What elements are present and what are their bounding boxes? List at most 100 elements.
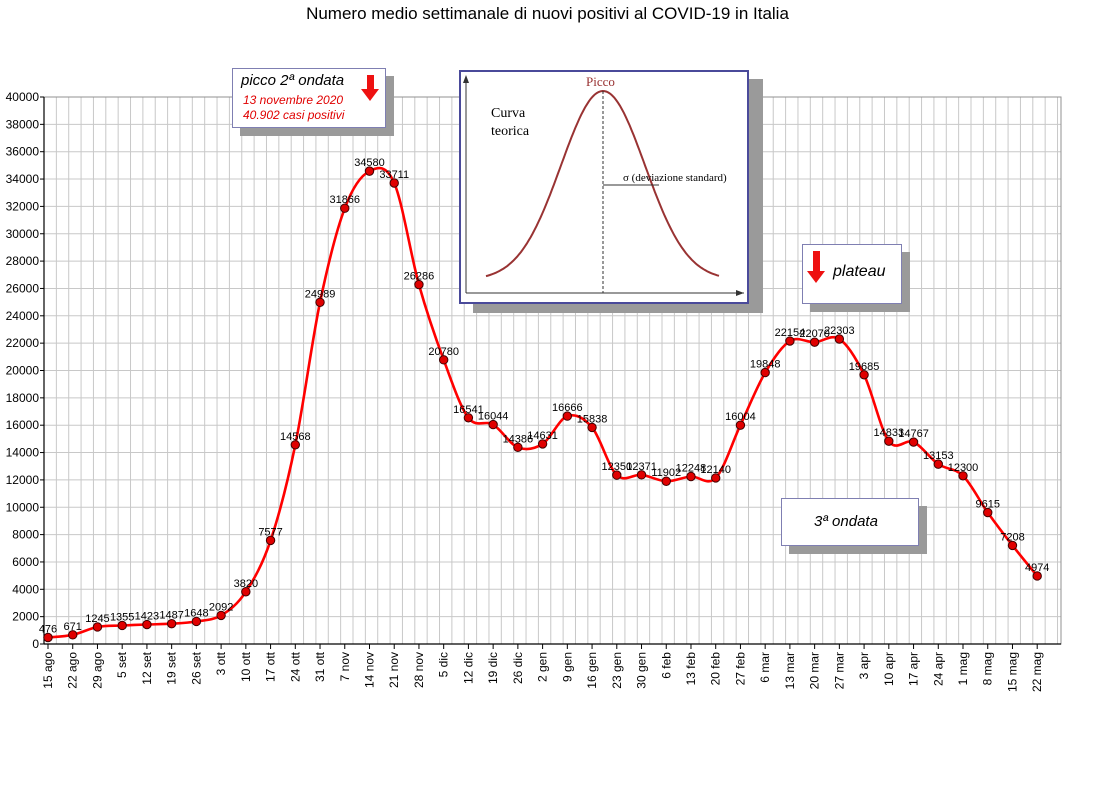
data-point [983, 507, 993, 518]
data-label: 14767 [898, 428, 929, 440]
data-point [463, 413, 474, 423]
x-tick-label: 10 apr [882, 652, 896, 686]
data-label: 20780 [428, 346, 459, 358]
data-point [513, 442, 523, 452]
chart-title: Numero medio settimanale di nuovi positi… [306, 4, 789, 23]
x-tick-label: 31 ott [313, 651, 327, 682]
data-label: 7577 [258, 526, 282, 538]
data-point [884, 436, 894, 446]
peak-annotation-title: picco 2ª ondata [241, 72, 345, 89]
data-label: 12140 [700, 464, 731, 476]
data-label: 24989 [305, 288, 336, 300]
y-tick-label: 0 [32, 637, 39, 651]
data-label: 11902 [651, 467, 681, 479]
y-tick-label: 24000 [6, 309, 40, 323]
data-point [537, 439, 548, 449]
data-label: 16004 [725, 411, 756, 423]
x-tick-label: 5 dic [437, 652, 451, 677]
x-tick-label: 17 ott [264, 651, 278, 682]
peak-annotation: picco 2ª ondata 13 novembre 2020 40.902 … [232, 68, 386, 128]
data-point [142, 619, 152, 630]
data-point [562, 411, 573, 421]
x-tick-label: 8 mag [981, 652, 995, 685]
data-label: 14631 [527, 430, 558, 442]
data-label: 476 [39, 623, 57, 635]
x-tick-labels: 15 ago 22 ago 29 ago 5 set 12 set 19 set 26 se… [41, 644, 1044, 692]
data-point [1007, 540, 1018, 551]
data-label: 16044 [478, 411, 509, 423]
y-tick-label: 20000 [6, 364, 40, 378]
data-label: 22070 [799, 328, 830, 340]
data-points [43, 166, 1042, 643]
x-tick-label: 20 feb [709, 652, 723, 686]
data-label: 1648 [184, 607, 208, 619]
y-tick-label: 10000 [6, 500, 40, 514]
x-tick-label: 6 mar [758, 652, 772, 683]
y-tick-label: 26000 [6, 281, 40, 295]
data-point [809, 337, 820, 347]
inset-peak-label: Picco [586, 74, 615, 89]
inset-curve-label: Curva [491, 106, 526, 121]
data-label: 33711 [379, 169, 409, 181]
x-tick-label: 19 dic [486, 652, 500, 684]
data-point [908, 437, 919, 447]
data-label: 12350 [601, 461, 632, 473]
x-tick-label: 30 gen [635, 652, 649, 689]
data-point [340, 203, 350, 213]
y-tick-label: 16000 [6, 418, 40, 432]
x-tick-label: 26 dic [511, 652, 525, 684]
x-tick-label: 27 mar [832, 652, 846, 689]
data-point [290, 440, 300, 450]
x-tick-label: 19 set [165, 651, 179, 684]
data-label: 14568 [280, 431, 311, 443]
data-point [216, 610, 226, 621]
x-tick-label: 14 nov [362, 652, 376, 688]
inset-sigma-label: σ (deviazione standard) [623, 172, 727, 184]
data-label: 12248 [676, 463, 707, 475]
x-tick-label: 16 gen [585, 652, 599, 689]
data-label: 12300 [948, 462, 979, 474]
data-label: 22154 [775, 327, 806, 339]
data-point [389, 178, 399, 188]
data-point [166, 618, 177, 629]
data-label: 13153 [923, 450, 954, 462]
y-tick-label: 40000 [6, 90, 40, 104]
data-label: 671 [64, 621, 82, 633]
data-label: 2092 [209, 601, 233, 613]
y-tick-label: 12000 [6, 473, 40, 487]
y-tick-label: 8000 [12, 528, 39, 542]
data-point [68, 630, 78, 640]
y-tick-label: 28000 [6, 254, 40, 268]
x-tick-label: 24 apr [931, 652, 945, 686]
data-label: 19848 [750, 359, 781, 371]
x-tick-label: 3 ott [214, 651, 228, 675]
data-point [414, 279, 424, 290]
data-label: 9615 [975, 499, 999, 511]
x-tick-label: 20 mar [808, 652, 822, 689]
data-point [661, 476, 671, 486]
data-point [92, 622, 103, 632]
data-point [265, 535, 276, 546]
data-label: 12371 [626, 461, 657, 473]
x-tick-label: 27 feb [733, 652, 747, 686]
x-tick-label: 9 gen [560, 652, 574, 682]
x-tick-label: 26 set [189, 651, 203, 684]
y-tick-label: 32000 [6, 199, 40, 213]
data-label: 14386 [503, 433, 534, 445]
data-point [612, 470, 622, 480]
data-point [711, 473, 721, 483]
x-tick-label: 12 set [140, 651, 154, 684]
y-tick-labels: 0 2000 4000 6000 8000 10000 12000 14000 16000 180… [6, 90, 44, 651]
data-point [760, 367, 770, 378]
data-label: 19685 [849, 361, 880, 373]
peak-annotation-cases: 40.902 casi positivi [243, 108, 345, 122]
data-point [315, 297, 325, 307]
x-tick-label: 28 nov [412, 652, 426, 688]
x-tick-label: 5 set [115, 651, 129, 678]
x-tick-label: 29 ago [90, 652, 104, 689]
data-label: 34580 [354, 157, 385, 169]
data-point [958, 471, 968, 481]
x-tick-label: 15 ago [41, 652, 55, 689]
x-tick-label: 2 gen [536, 652, 550, 682]
data-point [364, 166, 375, 176]
